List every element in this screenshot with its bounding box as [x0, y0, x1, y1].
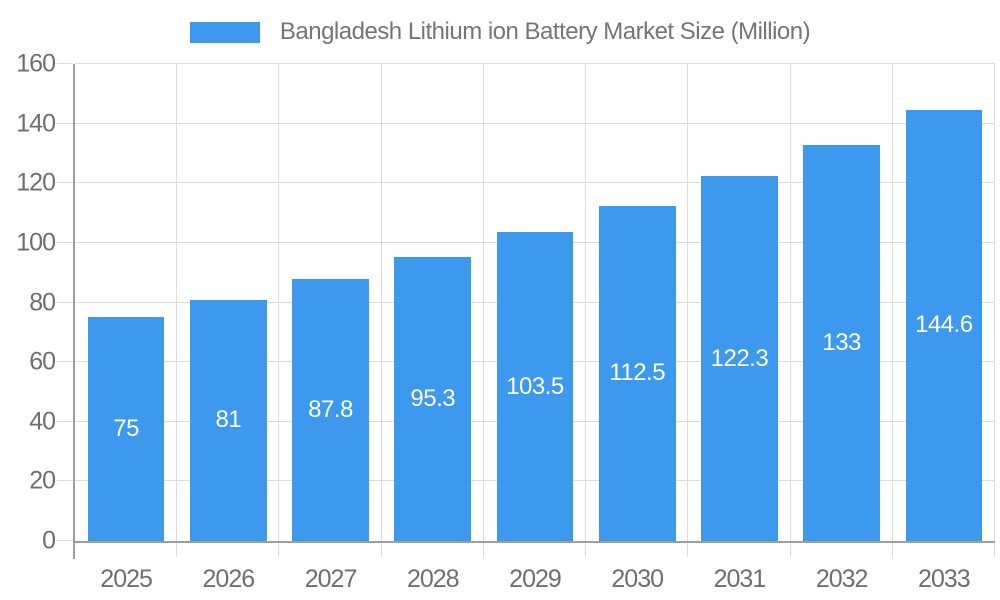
- legend[interactable]: Bangladesh Lithium ion Battery Market Si…: [0, 18, 1000, 46]
- bar-value-label: 144.6: [915, 311, 973, 339]
- x-tick-label: 2033: [918, 565, 971, 593]
- gridline-vertical: [789, 64, 791, 541]
- gridline-vertical: [585, 64, 587, 541]
- y-tick-label: 80: [29, 288, 56, 316]
- y-tick-label: 160: [16, 49, 56, 78]
- y-tick-label: 100: [16, 228, 56, 257]
- x-axis-tick: [380, 543, 382, 557]
- y-axis-tick: [57, 540, 73, 541]
- y-axis-tick: [57, 480, 73, 482]
- bar-2032[interactable]: 133: [803, 144, 880, 541]
- gridline-vertical: [994, 64, 995, 541]
- x-tick-label: 2031: [713, 565, 767, 593]
- bar-value-label: 112.5: [609, 359, 666, 387]
- x-axis-tick: [789, 543, 791, 557]
- category-2028: 95.3 2028: [382, 64, 484, 593]
- y-axis-baseline-tick: [73, 543, 75, 559]
- y-axis-tick: [57, 122, 73, 124]
- y-axis-tick: [57, 182, 73, 184]
- y-tick-label: 40: [29, 407, 56, 436]
- category-2029: 103.5 2029: [484, 64, 586, 593]
- x-tick-label: 2032: [815, 565, 869, 593]
- x-axis-tick: [994, 543, 995, 557]
- y-tick-label: 120: [16, 168, 56, 197]
- y-axis-labels: 0 20 40 60 80 100 120 140 160: [16, 51, 995, 553]
- gridline-vertical: [176, 64, 178, 541]
- bar-2029[interactable]: 103.5: [496, 232, 574, 541]
- x-axis-tick: [891, 543, 893, 557]
- y-axis-tick: [57, 241, 73, 243]
- y-axis-tick: [57, 63, 73, 64]
- category-2026: 81 2026: [177, 64, 279, 593]
- bar-value-label: 103.5: [506, 372, 564, 400]
- bar-value-label: 75: [113, 415, 139, 443]
- gridline-vertical: [482, 64, 484, 541]
- x-axis-tick: [585, 543, 587, 557]
- y-tick-label: 20: [29, 466, 56, 495]
- plot-area: 75 2025 81 2026 87.8 2027 95.3 2028 103.5 2029 112…: [16, 51, 995, 593]
- y-tick-label: 60: [29, 347, 56, 376]
- category-2027: 87.8 2027: [279, 64, 381, 593]
- gridline-horizontal: [75, 182, 995, 184]
- x-axis-tick: [278, 543, 280, 557]
- x-axis-tick: [176, 543, 178, 557]
- bar-value-label: 95.3: [410, 384, 456, 412]
- y-axis-tick: [57, 301, 73, 303]
- bar-2031[interactable]: 122.3: [701, 176, 778, 541]
- bar-2030[interactable]: 112.5: [598, 205, 676, 541]
- x-tick-label: 2030: [611, 565, 664, 593]
- x-axis-tick: [482, 543, 484, 557]
- category-2030: 112.5 2030: [586, 64, 688, 593]
- legend-label: Bangladesh Lithium ion Battery Market Si…: [279, 18, 811, 45]
- x-axis-tick: [687, 543, 689, 557]
- bar-2028[interactable]: 95.3: [394, 256, 472, 541]
- legend-swatch-icon: [189, 21, 260, 43]
- x-tick-label: 2026: [202, 565, 256, 593]
- bar-value-label: 122.3: [710, 344, 769, 372]
- y-axis-tick: [57, 361, 73, 363]
- y-tick-label: 0: [42, 526, 56, 555]
- category-2025: 75 2025: [75, 64, 177, 593]
- bar-2025[interactable]: 75: [87, 317, 165, 541]
- category-2031: 122.3 2031: [688, 64, 790, 593]
- gridline-horizontal: [75, 63, 995, 64]
- category-2033: 144.6 2033: [893, 64, 995, 593]
- gridline-vertical: [278, 64, 280, 541]
- bars-layer: 75 2025 81 2026 87.8 2027 95.3 2028 103.5 2029 112…: [75, 64, 995, 593]
- y-tick-label: 140: [16, 109, 56, 138]
- bar-value-label: 87.8: [308, 396, 353, 424]
- gridline-vertical: [891, 64, 893, 541]
- bar-value-label: 133: [822, 328, 861, 356]
- x-tick-label: 2028: [406, 565, 460, 593]
- x-tick-label: 2025: [100, 565, 153, 593]
- bar-2026[interactable]: 81: [189, 299, 267, 541]
- gridline-vertical: [380, 64, 382, 541]
- bar-2033[interactable]: 144.6: [905, 109, 983, 541]
- bar-2027[interactable]: 87.8: [292, 279, 369, 541]
- x-tick-label: 2027: [304, 565, 358, 593]
- x-tick-label: 2029: [509, 565, 562, 593]
- bar-value-label: 81: [215, 406, 242, 434]
- gridline-vertical: [687, 64, 689, 541]
- y-axis-tick: [57, 420, 73, 422]
- category-2032: 133 2032: [791, 64, 893, 593]
- gridline-horizontal: [75, 122, 995, 124]
